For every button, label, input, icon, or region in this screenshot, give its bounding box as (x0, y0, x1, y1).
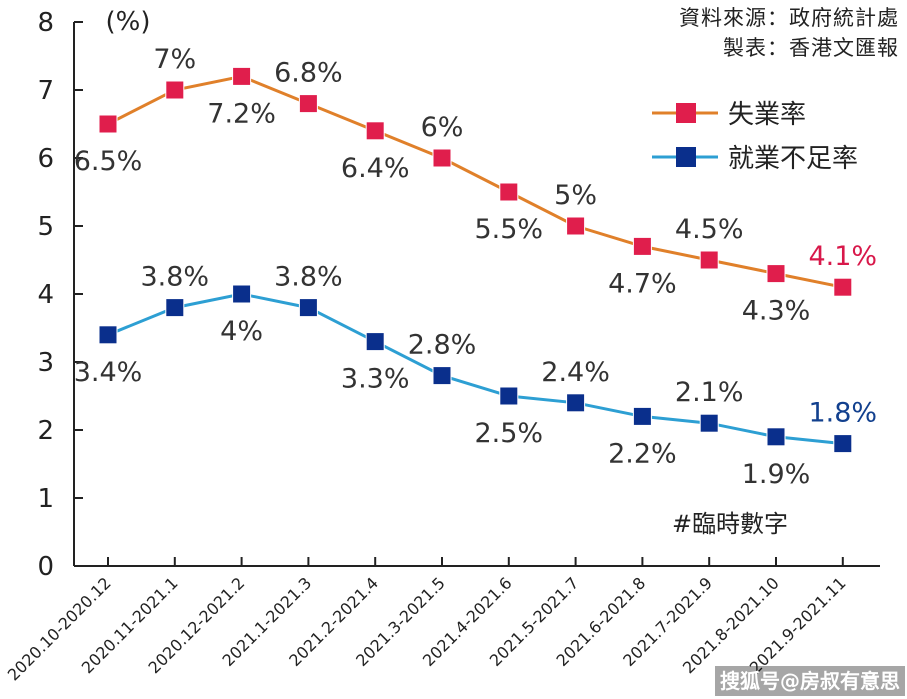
data-point-marker (298, 94, 318, 114)
data-point-marker (833, 434, 853, 454)
data-label: 5% (554, 180, 597, 211)
data-point-marker (98, 325, 118, 345)
watermark: 搜狐号@房叔有意思 (715, 666, 905, 696)
y-tick-label: 0 (37, 552, 54, 582)
data-point-marker (98, 114, 118, 134)
data-point-marker (833, 277, 853, 297)
data-point-marker (499, 386, 519, 406)
data-point-marker (499, 182, 519, 202)
data-point-marker (432, 366, 452, 386)
data-point-marker (165, 80, 185, 100)
data-label: 2.1% (675, 377, 744, 408)
maker-note: 製表：香港文匯報 (723, 36, 899, 60)
data-label: 3.8% (140, 262, 209, 293)
chart-data-labels: 6.5% 7% 7.2% 6.8% 6.4% 6% 5.5% 5% 4.7% 4.5% 4.3% 4.… (74, 44, 877, 490)
data-label: 2.2% (608, 438, 677, 469)
data-label: 4.7% (608, 268, 677, 299)
watermark-text: 搜狐号@房叔有意思 (720, 669, 900, 693)
series-line-0 (107, 74, 844, 289)
data-label: 3.8% (274, 262, 343, 293)
data-label: 4% (220, 316, 263, 347)
data-label: 4.3% (742, 296, 811, 327)
data-point-marker (298, 298, 318, 318)
data-label: 6.4% (341, 153, 410, 184)
chart-series (98, 66, 853, 454)
data-label: 3.4% (74, 357, 143, 388)
data-point-marker (766, 427, 786, 447)
data-label: 3.3% (341, 364, 410, 395)
data-point-marker (566, 393, 586, 413)
data-point-marker (165, 298, 185, 318)
y-tick-label: 4 (37, 280, 54, 310)
data-label: 7% (153, 44, 196, 75)
data-point-marker (632, 406, 652, 426)
data-label: 2.4% (541, 357, 610, 388)
data-point-marker (365, 121, 385, 141)
data-label: 2.5% (474, 418, 543, 449)
y-tick-label: 3 (37, 348, 54, 378)
series-line-1 (107, 292, 843, 446)
data-label: 4.1% (808, 241, 877, 272)
y-axis-unit: (%) (106, 7, 151, 37)
data-label: 2.8% (408, 330, 477, 361)
data-label: 6.8% (274, 58, 343, 89)
y-tick-label: 7 (37, 76, 54, 106)
legend-label: 失業率 (728, 100, 806, 130)
data-point-marker (432, 148, 452, 168)
data-point-marker (232, 284, 252, 304)
data-point-marker (632, 236, 652, 256)
provisional-note: #臨時數字 (672, 510, 788, 538)
data-point-marker (699, 413, 719, 433)
data-label: 6% (421, 112, 464, 143)
source-note: 資料來源：政府統計處 (679, 6, 899, 30)
watermark-bg (715, 666, 905, 696)
data-label: 1.9% (742, 459, 811, 490)
data-label: 5.5% (474, 214, 543, 245)
data-point-marker (766, 264, 786, 284)
legend-label: 就業不足率 (728, 144, 858, 174)
data-point-marker (699, 250, 719, 270)
data-point-marker (365, 332, 385, 352)
data-point-marker (566, 216, 586, 236)
y-tick-label: 1 (37, 484, 54, 514)
data-label: 6.5% (74, 146, 143, 177)
data-point-marker (232, 66, 252, 86)
data-label: 7.2% (207, 98, 276, 129)
y-tick-label: 5 (37, 212, 54, 242)
data-label: 4.5% (675, 214, 744, 245)
y-tick-label: 6 (37, 144, 54, 174)
y-tick-label: 2 (37, 416, 54, 446)
y-tick-label: 8 (37, 8, 54, 38)
legend-marker (676, 147, 696, 167)
legend-marker (676, 103, 696, 123)
data-label: 1.8% (808, 398, 877, 429)
